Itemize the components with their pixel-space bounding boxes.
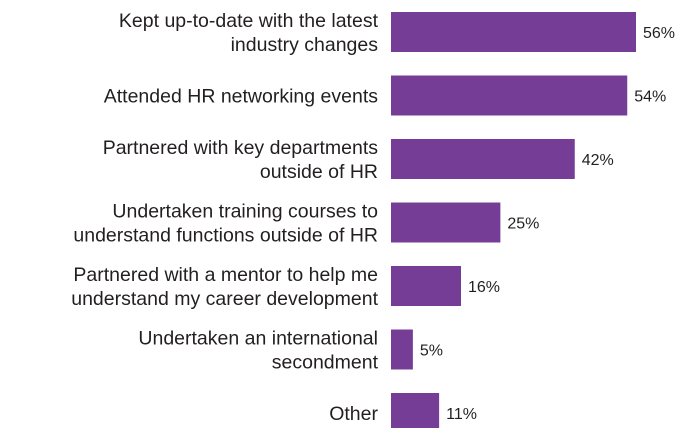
value-label: 54%	[634, 89, 666, 106]
category-label: Undertaken training courses to understand…	[73, 201, 378, 247]
value-label: 16%	[468, 279, 500, 296]
bar	[391, 329, 413, 370]
bar	[391, 75, 628, 116]
category-label: Kept up-to-date with the latest industry …	[119, 10, 379, 56]
value-label: 5%	[420, 343, 443, 360]
value-label: 56%	[643, 25, 675, 42]
bar	[391, 139, 575, 179]
bar	[391, 12, 636, 52]
category-label: Other	[329, 403, 378, 425]
value-label: 11%	[446, 406, 477, 423]
category-label: Attended HR networking events	[104, 86, 378, 108]
bar	[391, 266, 461, 306]
value-label: 25%	[507, 216, 539, 233]
value-label: 42%	[582, 152, 614, 169]
category-label: Partnered with key departments outside of…	[103, 137, 379, 183]
category-label: Undertaken an international secondment	[138, 328, 378, 374]
bar	[391, 202, 501, 243]
category-label: Partnered with a mentor to help me unders…	[71, 264, 378, 310]
bar	[391, 393, 440, 428]
